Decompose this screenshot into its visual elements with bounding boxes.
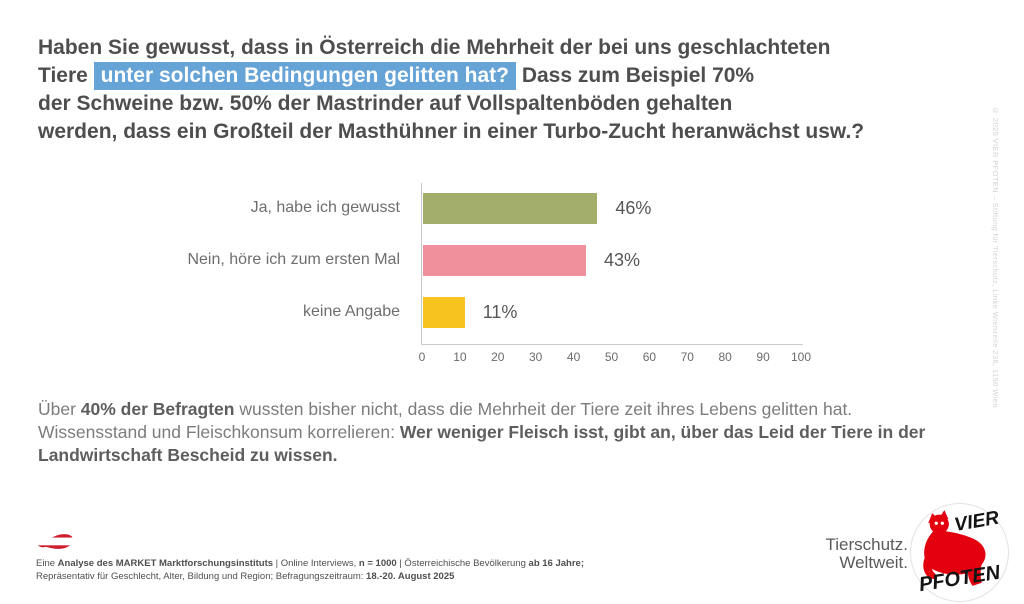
x-tick-label: 10 <box>453 350 467 364</box>
headline-line-4: werden, dass ein Großteil der Masthühner… <box>38 120 865 143</box>
headline-question: Haben Sie gewusst, dass in Österreich di… <box>38 34 968 146</box>
x-tick-label: 90 <box>756 350 770 364</box>
x-tick-label: 40 <box>566 350 581 364</box>
chart-y-axis-line <box>421 183 422 344</box>
chart-x-axis-line <box>421 344 803 345</box>
headline-line-1: Haben Sie gewusst, dass in Österreich di… <box>38 36 831 59</box>
headline-line-3: der Schweine bzw. 50% der Mastrinder auf… <box>38 92 733 115</box>
x-tick-label: 30 <box>529 350 543 364</box>
tagline-line-1: Tierschutz. <box>825 535 908 554</box>
logo-animal-icon <box>923 510 986 586</box>
headline-line-2-post: Dass zum Beispiel 70% <box>516 64 755 87</box>
copyright-vertical-text: © 2025 VIER PFOTEN – Stiftung für Tiersc… <box>991 106 1000 408</box>
bar-1 <box>423 245 586 276</box>
value-label: 43% <box>603 250 640 270</box>
src-line2-pre: Repräsentativ für Geschlecht, Alter, Bil… <box>36 571 367 582</box>
bar-0 <box>423 193 598 224</box>
src-pre: Eine <box>36 558 58 569</box>
src-bold-3: ab 16 Jahre; <box>528 558 584 569</box>
summary-mid: wussten bisher nicht, dass die Mehrheit … <box>38 399 853 442</box>
x-tick-label: 50 <box>604 350 619 364</box>
vier-pfoten-logo: VIER PFOTEN <box>910 503 1009 602</box>
src-mid-1: | Online Interviews, <box>273 558 359 569</box>
summary-pre: Über <box>38 399 81 419</box>
x-tick-label: 0 <box>418 350 426 364</box>
source-note: Eine Analyse des MARKET Marktforschungsi… <box>36 557 676 583</box>
summary-bold-1: 40% der Befragten <box>80 399 235 419</box>
src-bold-2: n = 1000 <box>358 558 397 569</box>
category-label: keine Angabe <box>303 303 400 320</box>
x-tick-label: 80 <box>718 350 732 364</box>
x-tick-label: 60 <box>642 350 657 364</box>
headline-line-2-pre: Tiere <box>38 64 94 87</box>
source-note-line-2: Repräsentativ für Geschlecht, Alter, Bil… <box>36 570 676 583</box>
src-line2-bold: 18.-20. August 2025 <box>366 571 455 582</box>
value-label: 46% <box>615 198 652 218</box>
x-tick-label: 70 <box>680 350 694 364</box>
x-tick-label: 20 <box>491 350 505 364</box>
headline-line-2: Tiere unter solchen Bedingungen gelitten… <box>38 62 968 90</box>
category-label: Ja, habe ich gewusst <box>250 199 400 216</box>
src-mid-2: | Österreichische Bevölkerung <box>396 558 529 569</box>
bar-2 <box>423 297 465 328</box>
headline-highlight: unter solchen Bedingungen gelitten hat? <box>93 62 516 90</box>
src-bold-1: Analyse des MARKET Marktforschungsinstit… <box>57 558 274 569</box>
x-tick-label: 100 <box>790 350 812 364</box>
summary-bold-2: Wer weniger Fleisch isst, gibt an, über … <box>38 422 926 465</box>
austria-map-flag-icon <box>37 534 74 549</box>
tagline-line-2: Weltweit. <box>839 552 908 572</box>
value-label: 11% <box>482 302 518 322</box>
summary-paragraph: Über 40% der Befragten wussten bisher ni… <box>38 398 958 467</box>
category-label: Nein, höre ich zum ersten Mal <box>187 251 400 268</box>
brand-tagline: Tierschutz. Weltweit. <box>770 536 908 571</box>
source-note-line-1: Eine Analyse des MARKET Marktforschungsi… <box>36 557 676 570</box>
